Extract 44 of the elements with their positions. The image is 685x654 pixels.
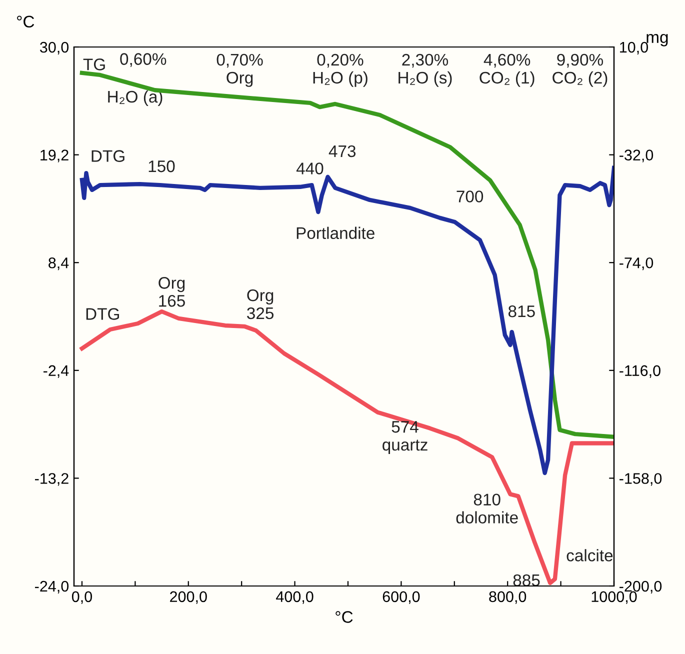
y-tick-label: -24,0 [35, 580, 69, 594]
annotation: 574 quartz [382, 421, 428, 454]
annotation: 440 [296, 162, 324, 174]
annotation: 815 [508, 305, 535, 318]
annotation: H₂O (a) [108, 90, 162, 106]
y2-tick-label: -32,0 [620, 150, 654, 162]
annotation: 4,60% CO₂ (1) [480, 54, 534, 87]
annotation: 473 [328, 145, 356, 158]
annotation: 0,20% H₂O (p) [313, 54, 368, 87]
x-tick-label: 400,0 [276, 591, 314, 604]
y-tick-label: 30,0 [40, 42, 69, 54]
annotation: Org 325 [247, 289, 274, 320]
annotation: Portlandite [296, 226, 374, 240]
y-axis-title: °C [17, 16, 34, 28]
y-tick-label: -2,4 [43, 365, 69, 378]
x-tick-label: 600,0 [382, 591, 420, 604]
annotation: 0,70% Org [216, 54, 263, 87]
y2-tick-label: -158,0 [620, 473, 662, 486]
x-tick-label: 0,0 [72, 591, 92, 604]
annotation: calcite [566, 549, 613, 562]
annotation: Org 165 [158, 277, 185, 307]
x-tick-label: 200,0 [170, 591, 207, 604]
x-tick-label: 800,0 [489, 591, 526, 604]
annotation: 810 dolomite [456, 494, 518, 524]
line-series [80, 70, 614, 439]
y2-axis-title: mg [646, 34, 668, 46]
annotation: 885 [513, 574, 540, 586]
annotation: 700 [456, 190, 484, 202]
annotation: DTG [86, 308, 119, 320]
y2-tick-label: 10,0 [620, 42, 648, 54]
x-tick-label: 1000,0 [592, 591, 637, 604]
annotation: 9,90% CO₂ (2) [552, 54, 608, 87]
y2-tick-label: -74,0 [620, 257, 654, 270]
annotation: 150 [148, 160, 175, 172]
y2-tick-label: -200,0 [620, 580, 662, 594]
annotation: 0,60% [120, 53, 166, 67]
x-axis-title: °C [336, 611, 353, 623]
y-tick-label: 19,2 [40, 150, 68, 162]
annotation: 2,30% H₂O (s) [398, 54, 452, 87]
y-tick-label: 8,4 [48, 257, 69, 270]
y2-tick-label: -116,0 [620, 365, 660, 378]
y-tick-label: -13,2 [35, 473, 68, 486]
annotation: DTG [92, 150, 124, 162]
annotation: TG [83, 58, 105, 70]
